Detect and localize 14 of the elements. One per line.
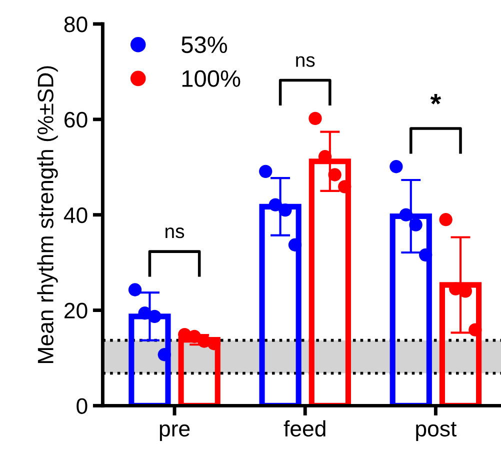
y-tick-label: 0 xyxy=(76,398,88,414)
y-tick-label: 40 xyxy=(64,207,88,224)
legend-label: 53% xyxy=(182,36,228,54)
x-tick-label: post xyxy=(416,422,457,441)
annotation: * xyxy=(430,94,442,104)
annotation: ns xyxy=(296,56,315,67)
y-tick-label: 60 xyxy=(64,112,88,128)
legend-label: 100% xyxy=(182,70,240,87)
x-tick-label: pre xyxy=(160,424,190,441)
y-tick-label: 80 xyxy=(64,16,88,32)
annotation: ns xyxy=(166,228,184,238)
x-tick-label: feed xyxy=(284,420,326,437)
y-axis-title: Mean rhythm strength (%±SD) xyxy=(37,66,58,363)
y-tick-label: 20 xyxy=(64,302,88,319)
